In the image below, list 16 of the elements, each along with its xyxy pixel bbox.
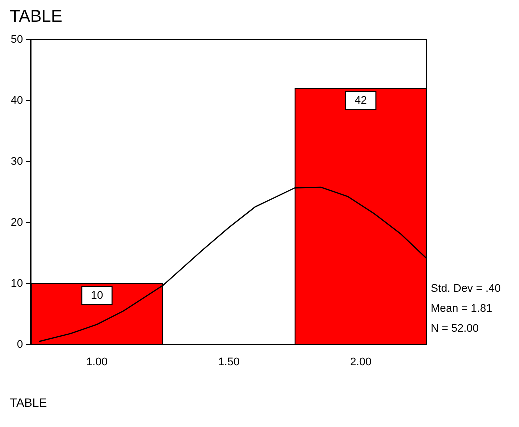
x-tick-label: 1.00 <box>86 356 108 368</box>
x-tick-label: 2.00 <box>350 356 372 368</box>
text: Std. Dev = .40 <box>431 282 502 295</box>
y-tick-label: 30 <box>10 156 24 168</box>
x-tick-label: 1.50 <box>218 356 240 368</box>
y-tick-label: 0 <box>17 338 24 351</box>
text: N = 52.00 <box>431 322 480 335</box>
x-axis-title: TABLE <box>10 396 48 410</box>
y-tick-label: 20 <box>10 216 24 229</box>
text: Mean = 1.81 <box>431 302 492 315</box>
y-tick-label: 40 <box>10 94 24 107</box>
y-tick-label: 10 <box>10 278 24 290</box>
data-label: 42 <box>354 94 368 107</box>
y-tick-label: 50 <box>10 34 24 46</box>
data-label: 10 <box>91 290 104 302</box>
chart-title: TABLE <box>10 7 63 26</box>
